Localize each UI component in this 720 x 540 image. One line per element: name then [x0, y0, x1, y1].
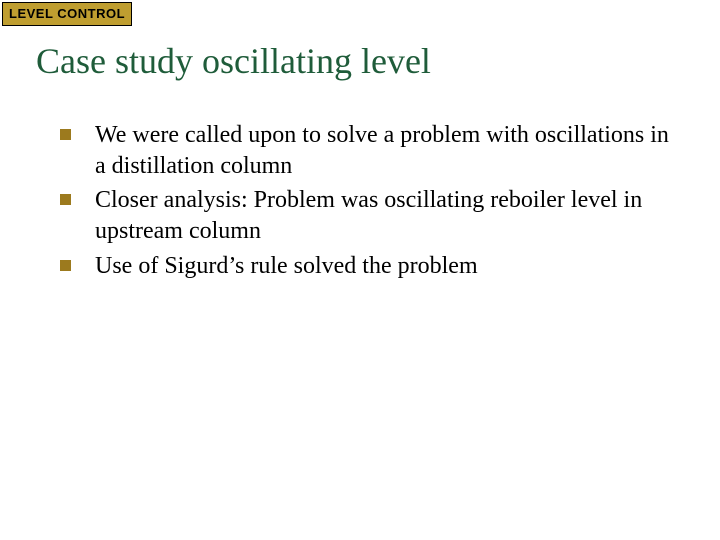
bullet-text: Use of Sigurd’s rule solved the problem [95, 251, 680, 282]
title-container: Case study oscillating level [36, 40, 700, 82]
list-item: Closer analysis: Problem was oscillating… [60, 185, 680, 246]
square-bullet-icon [60, 194, 71, 205]
bullet-list: We were called upon to solve a problem w… [60, 120, 680, 286]
slide-title: Case study oscillating level [36, 40, 700, 82]
header-tag-label: LEVEL CONTROL [9, 6, 125, 21]
list-item: We were called upon to solve a problem w… [60, 120, 680, 181]
header-tag: LEVEL CONTROL [2, 2, 132, 26]
square-bullet-icon [60, 260, 71, 271]
square-bullet-icon [60, 129, 71, 140]
bullet-text: Closer analysis: Problem was oscillating… [95, 185, 680, 246]
list-item: Use of Sigurd’s rule solved the problem [60, 251, 680, 282]
bullet-text: We were called upon to solve a problem w… [95, 120, 680, 181]
